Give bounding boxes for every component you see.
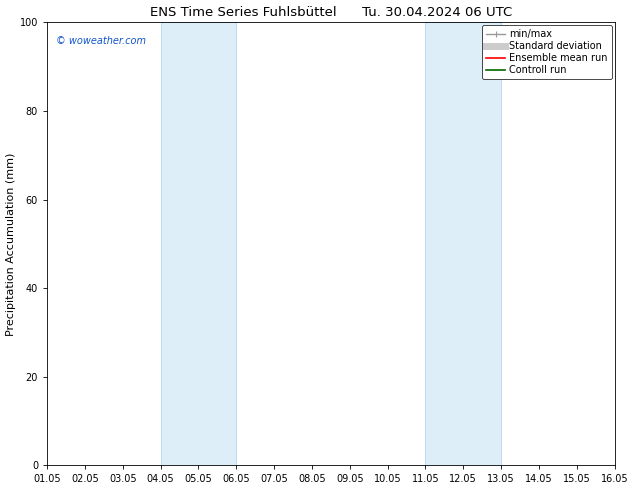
Y-axis label: Precipitation Accumulation (mm): Precipitation Accumulation (mm)	[6, 152, 16, 336]
Bar	[425, 23, 501, 466]
Bar	[160, 23, 236, 466]
Title: ENS Time Series Fuhlsbüttel      Tu. 30.04.2024 06 UTC: ENS Time Series Fuhlsbüttel Tu. 30.04.20…	[150, 5, 512, 19]
Text: © woweather.com: © woweather.com	[56, 36, 146, 46]
Legend: min/max, Standard deviation, Ensemble mean run, Controll run: min/max, Standard deviation, Ensemble me…	[482, 25, 612, 79]
